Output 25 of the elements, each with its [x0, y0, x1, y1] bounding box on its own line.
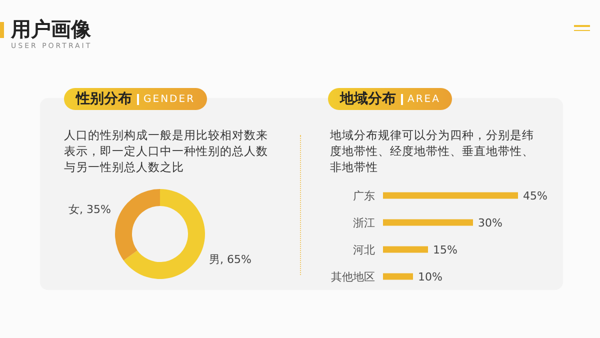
donut-slice: [115, 189, 160, 260]
text: 用户画像: [11, 16, 91, 42]
bar: [383, 273, 413, 280]
chart-subtitle: AREA: [408, 94, 440, 104]
slice-label: 男: [209, 252, 220, 266]
chart-title: 性别分布: [76, 90, 132, 108]
bar: [383, 192, 518, 199]
bar: [383, 246, 428, 253]
chart-subtitle: GENDER: [144, 94, 196, 104]
y-tick-label: 浙江: [353, 216, 375, 230]
text: 人口的性别构成一般是用比较相对数来表示，即一定人口中一种性别的总人数与另一性别总人数之比: [64, 127, 269, 175]
slice-label: 女: [68, 202, 80, 216]
data-label: 45%: [523, 189, 548, 202]
y-tick-label: 广东: [353, 189, 375, 202]
text: 地域分布规律可以分为四种，分别是纬度地带性、经度地带性、垂直地带性、非地带性: [330, 127, 535, 175]
chart-title: 地域分布: [340, 90, 396, 108]
data-label: 10%: [418, 270, 442, 284]
data-label: , 35%: [80, 202, 111, 216]
data-label: , 65%: [220, 252, 252, 266]
y-tick-label: 其他地区: [331, 270, 375, 284]
data-label: 30%: [478, 216, 502, 230]
bar: [383, 219, 473, 226]
y-tick-label: 河北: [353, 243, 375, 256]
donut-slice: [124, 189, 205, 279]
data-label: 15%: [433, 243, 458, 256]
